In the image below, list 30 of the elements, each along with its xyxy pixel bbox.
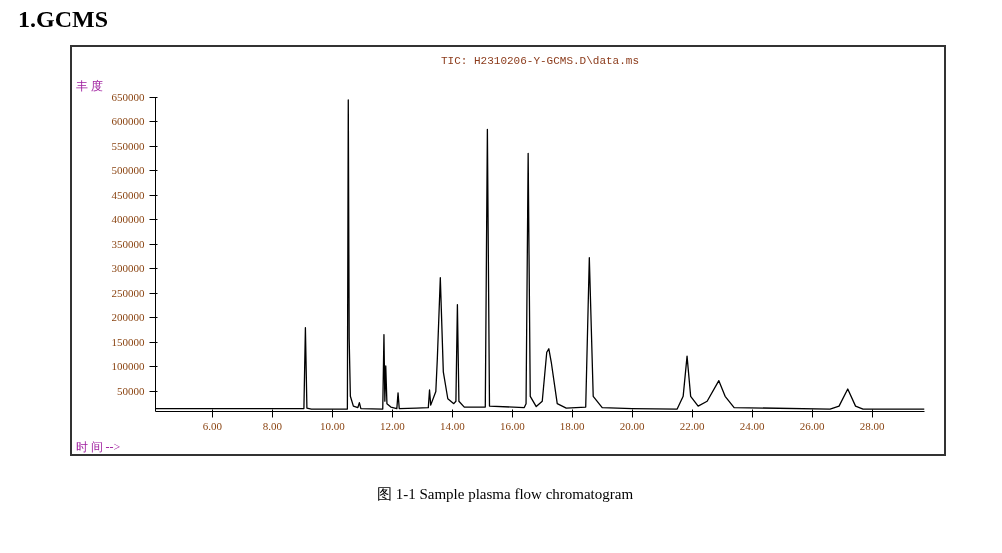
- y-tick-label: 550000: [111, 139, 145, 152]
- y-tick-label: 150000: [111, 335, 145, 348]
- x-tick-label: 20.00: [619, 419, 646, 432]
- y-tick-label: 500000: [111, 164, 145, 177]
- y-tick-label: 650000: [111, 91, 145, 103]
- x-tick-label: 8.00: [262, 419, 283, 432]
- x-tick-label: 16.00: [499, 419, 526, 432]
- x-tick-label: 26.00: [799, 419, 825, 432]
- y-tick-label: 300000: [111, 262, 145, 275]
- x-tick-label: 10.00: [320, 419, 346, 432]
- y-tick-label: 400000: [111, 213, 145, 226]
- y-tick-label: 350000: [111, 237, 145, 250]
- y-tick-label: 450000: [111, 188, 145, 201]
- y-tick-label: 200000: [111, 311, 145, 324]
- y-tick-label: 250000: [111, 286, 145, 299]
- x-tick-label: 14.00: [439, 419, 466, 432]
- x-tick-label: 18.00: [559, 419, 586, 432]
- x-tick-label: 28.00: [859, 419, 885, 432]
- y-tick-label: 600000: [111, 115, 145, 128]
- y-tick-label: 50000: [117, 384, 145, 397]
- y-axis-title: 丰 度: [75, 78, 103, 93]
- chart-subtitle: TIC: H2310206-Y-GCMS.D\data.ms: [440, 54, 640, 67]
- x-tick-label: 6.00: [202, 419, 223, 432]
- x-axis-title: 时 间 -->: [75, 439, 121, 454]
- y-tick-label: 100000: [111, 360, 145, 373]
- caption: 图 1-1 Sample plasma flow chromatogram: [376, 485, 634, 504]
- chart-title: 1.GCMS: [18, 5, 108, 34]
- x-tick-label: 22.00: [679, 419, 706, 432]
- x-tick-label: 24.00: [739, 419, 765, 432]
- x-tick-label: 12.00: [379, 419, 406, 432]
